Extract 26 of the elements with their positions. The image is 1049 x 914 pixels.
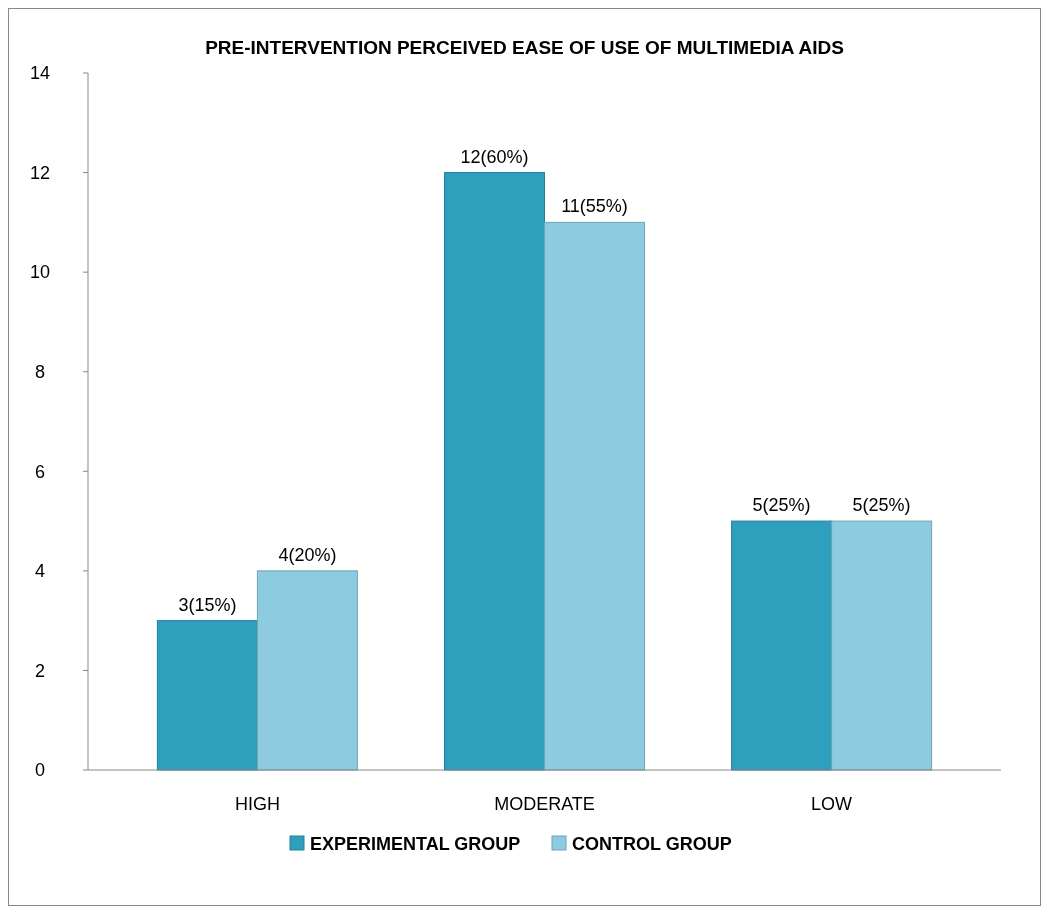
bar [731, 520, 833, 771]
y-tick-label: 4 [34, 561, 46, 582]
y-tick-label: 2 [34, 660, 46, 681]
data-label: 12(60%) [460, 146, 529, 167]
data-label: 5(25%) [752, 495, 811, 516]
bar [256, 570, 358, 771]
data-label: 4(20%) [278, 544, 337, 565]
bar [544, 221, 645, 771]
chart-title: PRE-INTERVENTION PERCEIVED EASE OF USE OF MULTIMEDIA AIDS [205, 37, 844, 58]
y-tick-label: 6 [34, 461, 46, 482]
y-tick-label: 12 [29, 162, 51, 183]
bar [831, 520, 933, 771]
data-label: 5(25%) [852, 495, 911, 516]
y-tick-label: 10 [29, 262, 51, 283]
data-label: 11(55%) [561, 196, 628, 217]
y-tick-label: 14 [29, 63, 51, 84]
legend-label: EXPERIMENTAL GROUP [310, 834, 521, 855]
data-label: 3(15%) [178, 594, 237, 615]
bar [156, 620, 258, 771]
x-tick-label: LOW [811, 794, 853, 814]
y-tick-label: 0 [34, 760, 46, 781]
bar [444, 172, 545, 771]
x-tick-label: HIGH [234, 794, 280, 814]
y-tick-label: 8 [34, 362, 46, 383]
x-tick-label: MODERATE [494, 794, 595, 814]
legend-label: CONTROL GROUP [572, 834, 732, 855]
